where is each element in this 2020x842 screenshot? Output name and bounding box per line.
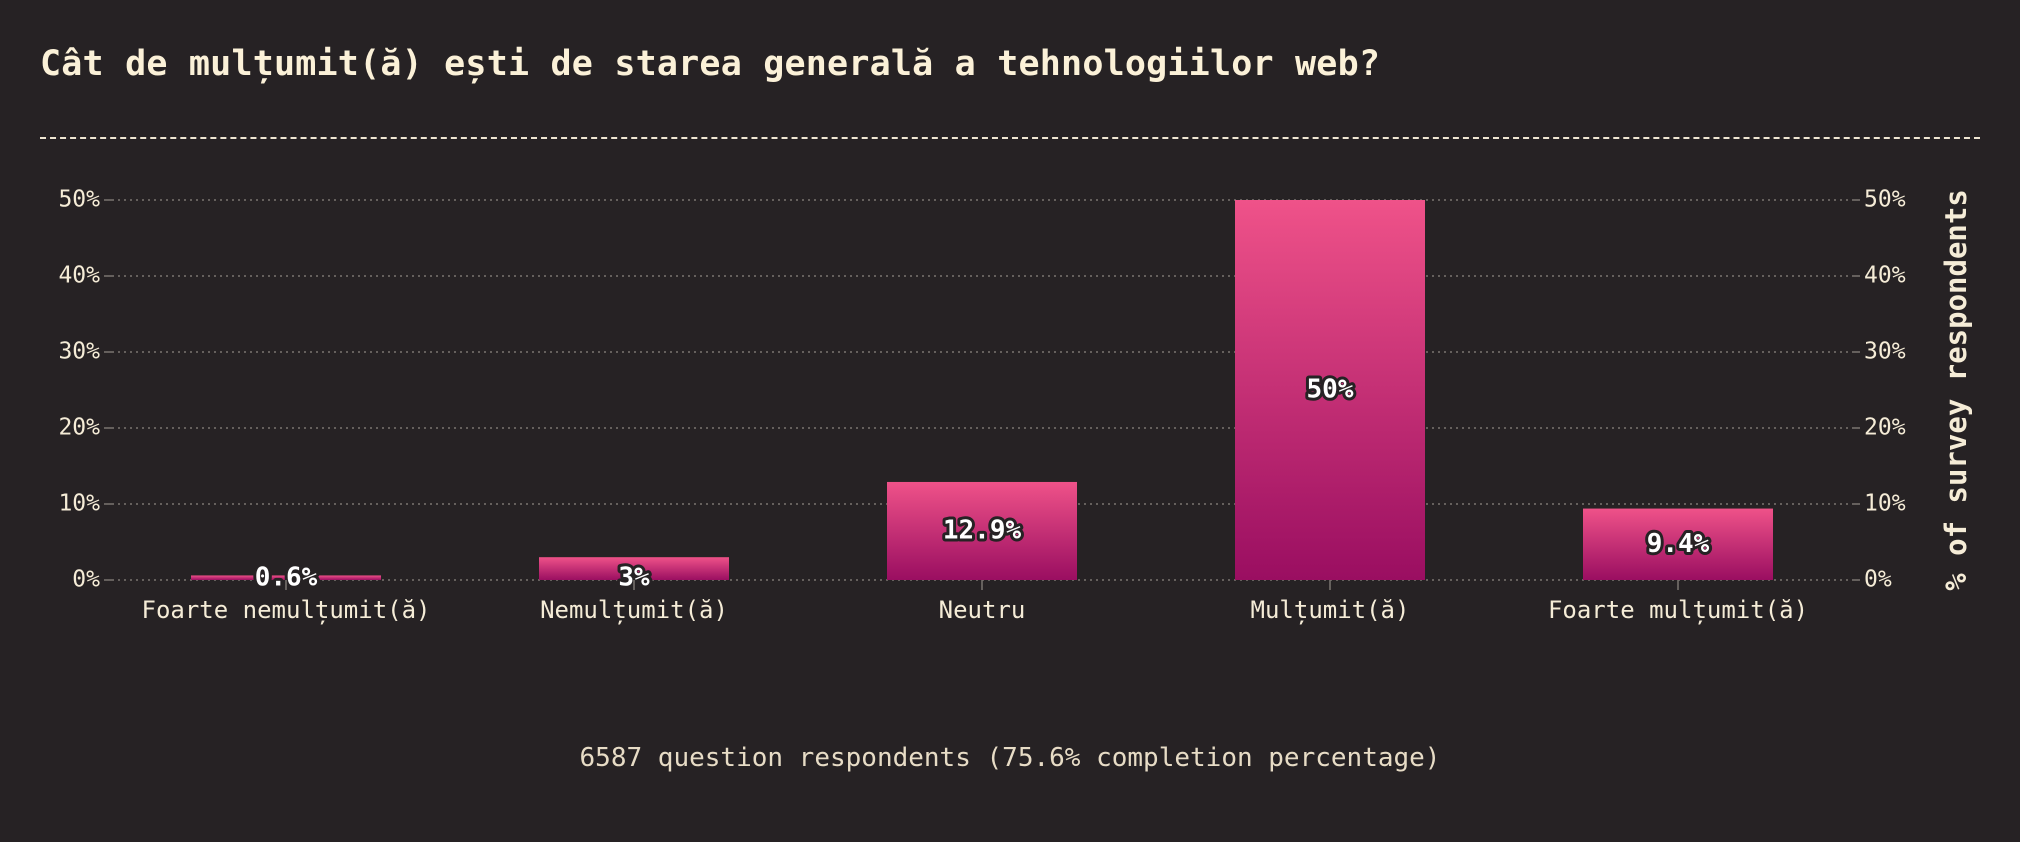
bar[interactable] <box>539 557 729 580</box>
y-tick-label-right: 0% <box>1864 567 1892 593</box>
chart-title: Cât de mulțumit(ă) ești de starea genera… <box>40 44 1381 84</box>
bar-value-label: 12.9% <box>943 515 1022 545</box>
y-tick-label-left: 0% <box>72 567 100 593</box>
y-tick-label-left: 10% <box>58 491 100 517</box>
y-tick-label-right: 20% <box>1864 415 1906 441</box>
x-category-label: Foarte mulțumit(ă) <box>1548 596 1808 625</box>
x-category-label: Neutru <box>939 596 1026 624</box>
bar-value-label: 50% <box>1307 375 1354 405</box>
bar[interactable] <box>1583 508 1773 580</box>
y-tick-label-right: 10% <box>1864 491 1906 517</box>
x-category-label: Foarte nemulțumit(ă) <box>142 596 431 625</box>
x-category-label: Nemulțumit(ă) <box>540 596 728 625</box>
title-divider <box>40 137 1980 139</box>
bar[interactable] <box>191 575 381 580</box>
y-tick-label-right: 40% <box>1864 263 1906 289</box>
y-tick-label-left: 50% <box>58 187 100 213</box>
y-tick-label-right: 50% <box>1864 187 1906 213</box>
bar-value-label: 9.4% <box>1647 529 1710 559</box>
bar[interactable] <box>1235 200 1425 580</box>
y-axis-title: % of survey respondents <box>1939 189 1973 591</box>
y-tick-label-left: 40% <box>58 263 100 289</box>
x-category-label: Mulțumit(ă) <box>1251 596 1410 625</box>
y-tick-label-right: 30% <box>1864 339 1906 365</box>
respondents-note: 6587 question respondents (75.6% complet… <box>579 743 1441 773</box>
y-tick-label-left: 30% <box>58 339 100 365</box>
y-tick-label-left: 20% <box>58 415 100 441</box>
bar[interactable] <box>887 481 1077 580</box>
